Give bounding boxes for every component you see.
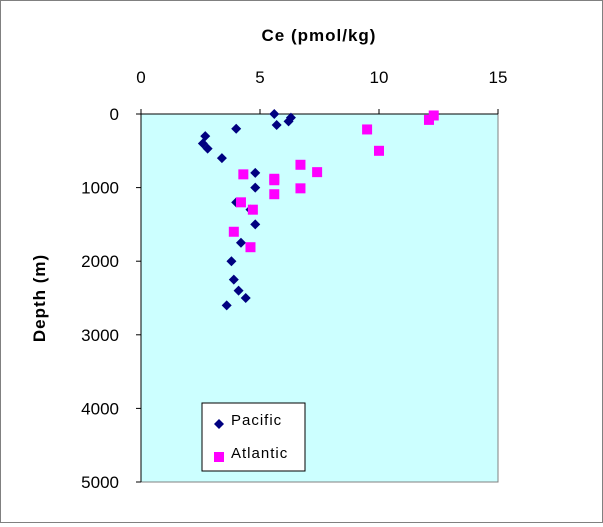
y-tick-label: 5000 bbox=[81, 473, 119, 492]
atlantic-point bbox=[235, 197, 246, 208]
atlantic-point bbox=[312, 167, 323, 178]
pacific-point bbox=[202, 143, 213, 154]
atlantic-point bbox=[423, 114, 434, 125]
x-tick-label: 10 bbox=[370, 68, 389, 87]
atlantic-point bbox=[295, 159, 306, 170]
x-axis-title: Ce (pmol/kg) bbox=[262, 26, 377, 45]
atlantic-point bbox=[269, 189, 280, 200]
y-axis-title: Depth (m) bbox=[30, 254, 49, 342]
y-tick-label: 4000 bbox=[81, 399, 119, 418]
pacific-point bbox=[216, 153, 227, 164]
pacific-point bbox=[221, 300, 232, 311]
legend-marker-pacific bbox=[214, 419, 224, 429]
x-tick-label: 15 bbox=[489, 68, 508, 87]
series-atlantic bbox=[228, 110, 439, 253]
y-tick-label: 2000 bbox=[81, 252, 119, 271]
y-tick-label: 0 bbox=[110, 105, 119, 124]
legend-label-pacific: Pacific bbox=[231, 412, 282, 429]
atlantic-point bbox=[295, 183, 306, 194]
pacific-point bbox=[271, 120, 282, 131]
atlantic-point bbox=[238, 169, 249, 180]
atlantic-point bbox=[245, 242, 256, 253]
pacific-point bbox=[231, 123, 242, 134]
x-axis: 0 5 10 15 bbox=[136, 68, 508, 115]
legend-label-atlantic: Atlantic bbox=[231, 445, 288, 462]
atlantic-point bbox=[228, 226, 239, 237]
pacific-point bbox=[269, 109, 280, 119]
y-tick-label: 1000 bbox=[81, 179, 119, 198]
pacific-point bbox=[283, 116, 294, 127]
pacific-point bbox=[235, 237, 246, 248]
atlantic-point bbox=[362, 124, 373, 135]
pacific-point bbox=[226, 256, 237, 267]
legend: Pacific Atlantic bbox=[201, 402, 306, 472]
atlantic-point bbox=[269, 175, 280, 186]
atlantic-point bbox=[374, 145, 384, 156]
pacific-point bbox=[233, 285, 244, 296]
pacific-point bbox=[240, 293, 251, 303]
pacific-point bbox=[250, 219, 261, 230]
x-tick-label: 0 bbox=[136, 68, 145, 87]
pacific-point bbox=[250, 182, 261, 193]
y-tick-label: 3000 bbox=[81, 326, 119, 345]
y-axis: 0 1000 2000 3000 4000 5000 bbox=[81, 105, 142, 492]
x-tick-label: 5 bbox=[255, 68, 264, 87]
pacific-point bbox=[250, 167, 261, 178]
pacific-point bbox=[228, 274, 239, 285]
data-points bbox=[197, 109, 439, 311]
legend-marker-atlantic bbox=[214, 452, 224, 462]
atlantic-point bbox=[247, 204, 258, 215]
